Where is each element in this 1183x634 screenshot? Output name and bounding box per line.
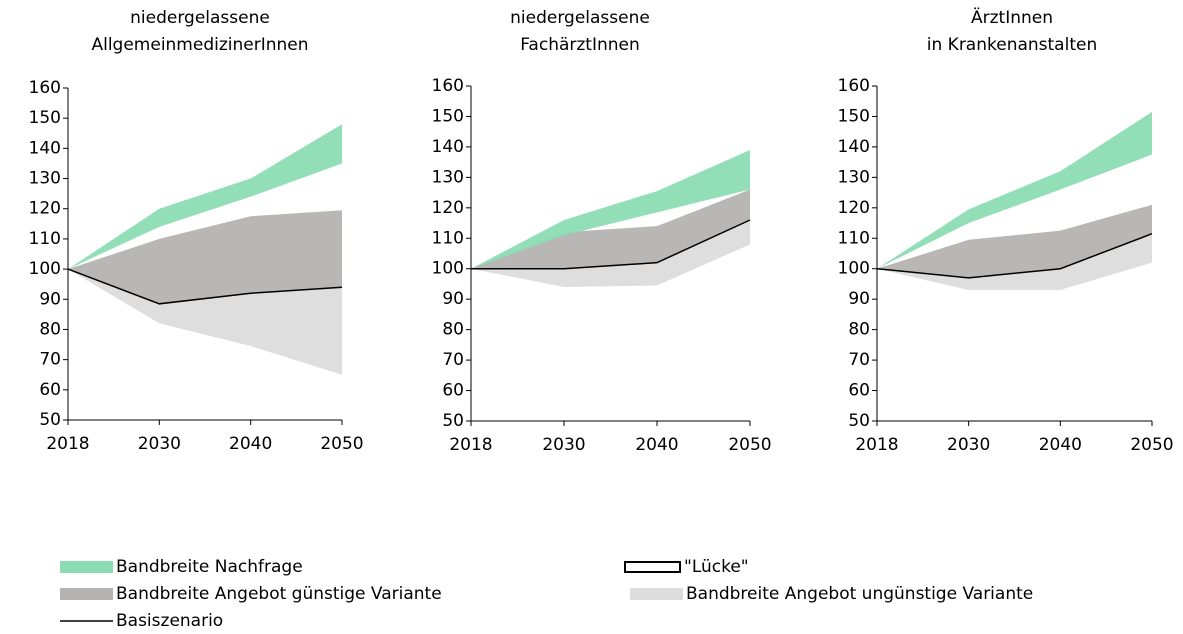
x-tick-label: 2040 (635, 435, 678, 455)
x-tick-label: 2040 (1039, 435, 1082, 455)
x-tick-label: 2018 (46, 434, 89, 454)
line (67, 268, 343, 305)
legend-label: Bandbreite Nachfrage (116, 557, 303, 577)
legend-swatch (624, 561, 681, 573)
y-tick-label: 150 (838, 106, 870, 126)
legend-swatch (630, 588, 683, 600)
band (68, 124, 342, 270)
legend-label: Bandbreite Angebot ungünstige Variante (686, 584, 1033, 604)
y-tick-label: 140 (29, 138, 61, 158)
y-tick-label: 90 (39, 289, 61, 309)
y-tick-label: 100 (432, 259, 464, 279)
y-tick-label: 130 (29, 169, 61, 189)
y-tick-label: 150 (432, 106, 464, 126)
y-tick-label: 110 (432, 228, 464, 248)
y-tick-label: 80 (39, 319, 61, 339)
y-tick-label: 100 (29, 259, 61, 279)
y-tick-label: 160 (838, 76, 870, 96)
chart-title: AllgemeinmedizinerInnen (91, 35, 308, 55)
y-tick-label: 120 (838, 198, 870, 218)
y-tick-label: 120 (29, 199, 61, 219)
chart-title: FachärztInnen (520, 35, 640, 55)
y-tick-label: 110 (838, 228, 870, 248)
y-tick-label: 160 (29, 78, 61, 98)
legend-swatch (60, 588, 113, 600)
y-tick-label: 110 (29, 229, 61, 249)
y-tick-label: 80 (442, 320, 464, 340)
legend-label: "Lücke" (684, 557, 749, 577)
x-tick-label: 2030 (947, 435, 990, 455)
x-tick-label: 2030 (138, 434, 181, 454)
y-tick-label: 90 (848, 289, 870, 309)
legend-label: Basiszenario (116, 611, 223, 631)
y-tick-label: 90 (442, 289, 464, 309)
y-tick-label: 70 (442, 350, 464, 370)
y-tick-label: 60 (442, 381, 464, 401)
chart-title: niedergelassene (510, 8, 650, 28)
band (471, 189, 750, 269)
y-tick-label: 50 (848, 411, 870, 431)
chart-title: niedergelassene (130, 8, 270, 28)
y-tick-label: 120 (432, 198, 464, 218)
y-tick-label: 50 (39, 410, 61, 430)
y-tick-label: 60 (39, 380, 61, 400)
x-tick-label: 2030 (542, 435, 585, 455)
x-tick-label: 2050 (728, 435, 771, 455)
y-tick-label: 160 (432, 76, 464, 96)
chart-title: ÄrztInnen (971, 7, 1053, 28)
x-tick-label: 2050 (320, 434, 363, 454)
y-tick-label: 80 (848, 320, 870, 340)
y-tick-label: 70 (39, 350, 61, 370)
legend-label: Bandbreite Angebot günstige Variante (116, 584, 442, 604)
y-tick-label: 140 (432, 137, 464, 157)
band (471, 149, 750, 269)
legend-swatch (60, 561, 113, 573)
y-tick-label: 100 (838, 259, 870, 279)
band (877, 111, 1152, 269)
y-tick-label: 70 (848, 350, 870, 370)
chart-title: in Krankenanstalten (927, 35, 1097, 55)
line (876, 233, 1153, 279)
y-tick-label: 50 (442, 411, 464, 431)
y-tick-label: 130 (838, 167, 870, 187)
x-tick-label: 2018 (855, 435, 898, 455)
x-tick-label: 2040 (229, 434, 272, 454)
x-tick-label: 2050 (1130, 435, 1173, 455)
y-tick-label: 60 (848, 381, 870, 401)
y-tick-label: 150 (29, 108, 61, 128)
y-tick-label: 140 (838, 137, 870, 157)
band (471, 220, 750, 287)
x-tick-label: 2018 (449, 435, 492, 455)
band (68, 210, 342, 304)
y-tick-label: 130 (432, 167, 464, 187)
line (471, 219, 751, 270)
